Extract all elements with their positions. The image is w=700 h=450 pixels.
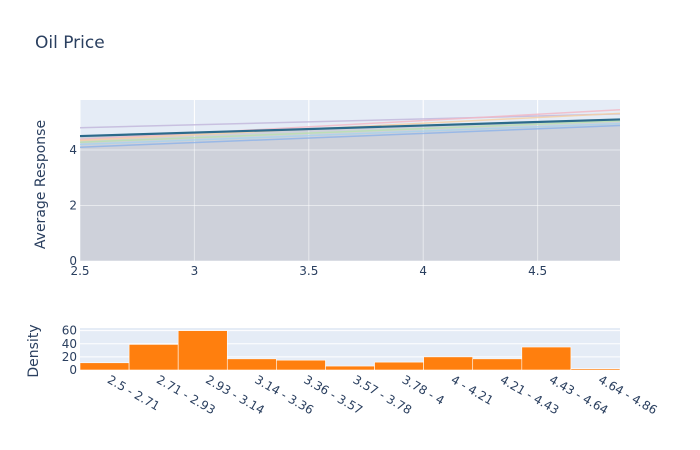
- x-tick-label: 4.5: [528, 264, 547, 278]
- hist-y-axis-title: Density: [26, 324, 42, 377]
- density-bar: [177, 330, 228, 371]
- density-bar: [521, 346, 572, 371]
- bin-label: 2.5 - 2.71: [105, 372, 162, 413]
- x-tick-label: 2.5: [70, 264, 89, 278]
- response-band: [80, 119, 620, 262]
- density-bar: [128, 344, 179, 371]
- density-bar: [226, 358, 277, 371]
- density-bar: [570, 368, 621, 371]
- hist-y-tick-label: 60: [62, 324, 77, 338]
- x-tick-label: 3.5: [299, 264, 318, 278]
- hist-y-tick-label: 0: [69, 363, 77, 377]
- series-line: [79, 113, 621, 129]
- hist-y-tick-label: 40: [62, 337, 77, 351]
- y-tick-label: 4: [69, 143, 77, 157]
- line-plot: 2.5 3 3.5 4 4.5 0 2 4 Average Response: [33, 100, 621, 278]
- y-tick-label: 2: [69, 198, 77, 212]
- series-line: [79, 122, 621, 146]
- hist-y-tick-label: 20: [62, 350, 77, 364]
- density-bar: [472, 358, 523, 371]
- density-bar: [325, 365, 375, 371]
- density-bar: [276, 359, 326, 371]
- series-line: [79, 124, 621, 148]
- average-response-line: [79, 118, 621, 138]
- x-tick-label: 4: [419, 264, 427, 278]
- bin-label: 4 - 4.21: [449, 372, 496, 407]
- x-tick-label: 3: [191, 264, 199, 278]
- series-line: [79, 120, 621, 143]
- series-line: [79, 108, 621, 141]
- y-tick-label: 0: [69, 254, 77, 268]
- density-bar: [79, 362, 130, 371]
- y-axis-title: Average Response: [33, 120, 49, 249]
- density-bar: [423, 356, 474, 371]
- density-bar: [374, 361, 424, 371]
- chart-title: Oil Price: [35, 33, 105, 53]
